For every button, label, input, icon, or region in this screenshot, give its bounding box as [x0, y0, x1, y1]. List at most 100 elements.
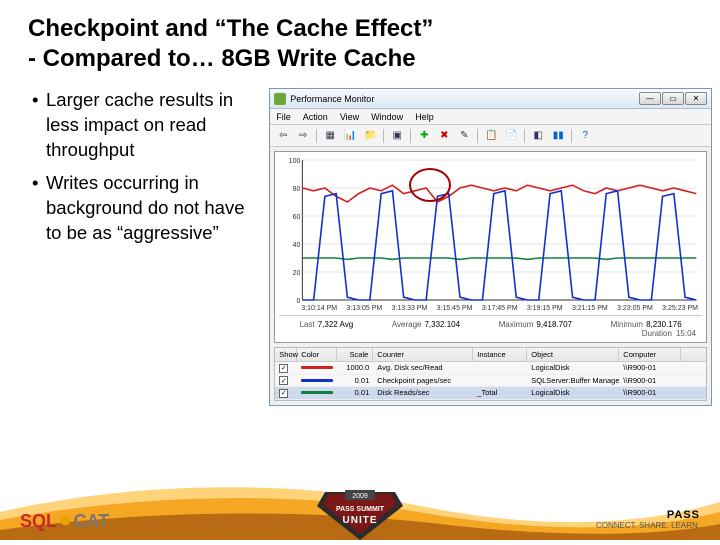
pass-summit-badge: 2009 PASS SUMMIT UNITE — [315, 486, 405, 540]
svg-text:40: 40 — [293, 242, 301, 249]
legend-object: SQLServer:Buffer Manager — [527, 375, 619, 386]
legend-scale: 0.01 — [337, 387, 373, 398]
chart-area: 0 20 40 60 80 100 3:10:14 PM 3:13:05 PM 3:13:33… — [274, 151, 707, 343]
svg-text:20: 20 — [293, 270, 301, 277]
legend-instance — [473, 367, 527, 369]
x-tick-label: 3:13:05 PM — [346, 305, 382, 312]
svg-text:100: 100 — [289, 158, 301, 165]
stat-max-l: Maximum — [499, 320, 534, 329]
legend-object: LogicalDisk — [527, 362, 619, 373]
svg-text:60: 60 — [293, 214, 301, 221]
legend-scale: 1000.0 — [337, 362, 373, 373]
legend-row[interactable]: ✓ 1000.0Avg. Disk sec/Read LogicalDisk\\R9… — [275, 362, 706, 375]
legend-instance: _Total — [473, 387, 527, 398]
back-icon[interactable]: ⇦ — [274, 128, 292, 144]
show-checkbox[interactable]: ✓ — [279, 364, 288, 373]
perfmon-window: Performance Monitor — ▭ ✕ File Action Vi… — [269, 88, 712, 406]
legend-h-counter[interactable]: Counter — [373, 348, 473, 361]
legend-h-object[interactable]: Object — [527, 348, 619, 361]
legend-table: Show Color Scale Counter Instance Object… — [274, 347, 707, 401]
menu-view[interactable]: View — [340, 112, 359, 122]
x-tick-label: 3:13:33 PM — [392, 305, 428, 312]
legend-instance — [473, 379, 527, 381]
color-swatch — [301, 391, 333, 394]
legend-h-color[interactable]: Color — [297, 348, 337, 361]
legend-counter: Avg. Disk sec/Read — [373, 362, 473, 373]
close-button[interactable]: ✕ — [685, 92, 707, 105]
color-swatch — [301, 379, 333, 382]
legend-computer: \\R900-01 — [619, 387, 681, 398]
legend-h-computer[interactable]: Computer — [619, 348, 681, 361]
menu-bar: File Action View Window Help — [270, 109, 711, 125]
svg-text:UNITE: UNITE — [343, 515, 378, 526]
toolbar: ⇦ ⇨ ▦ 📊 📁 ▣ ✚ ✖ ✎ 📋 📄 ◧ ▮▮ ? — [270, 125, 711, 147]
forward-icon[interactable]: ⇨ — [294, 128, 312, 144]
show-checkbox[interactable]: ✓ — [279, 389, 288, 398]
show-checkbox[interactable]: ✓ — [279, 376, 288, 385]
stat-dur-v: 15:04 — [676, 329, 696, 338]
window-title-text: Performance Monitor — [290, 94, 374, 104]
legend-computer: \\R900-01 — [619, 375, 681, 386]
legend-computer: \\R900-01 — [619, 362, 681, 373]
copy-icon[interactable]: 📋 — [482, 128, 500, 144]
chart2-icon[interactable]: ▣ — [388, 128, 406, 144]
stat-last-l: Last — [300, 320, 315, 329]
folder-icon[interactable]: 📁 — [361, 128, 379, 144]
x-tick-label: 3:17:45 PM — [482, 305, 518, 312]
delete-icon[interactable]: ✖ — [435, 128, 453, 144]
bullet-list: Larger cache results in less impact on r… — [32, 88, 259, 406]
stat-avg-v: 7,332.104 — [424, 320, 460, 329]
stats-row: Last7,322 Avg Average7,332.104 Maximum9,… — [279, 315, 702, 329]
svg-text:2009: 2009 — [352, 493, 368, 500]
grid-icon[interactable]: ▦ — [321, 128, 339, 144]
slide-title: Checkpoint and “The Cache Effect” - Comp… — [0, 0, 720, 80]
chart-svg: 0 20 40 60 80 100 — [279, 156, 702, 304]
annotation-circle — [409, 168, 451, 202]
svg-text:80: 80 — [293, 186, 301, 193]
title-line-1: Checkpoint and “The Cache Effect” — [28, 14, 692, 44]
app-icon — [274, 93, 286, 105]
menu-help[interactable]: Help — [415, 112, 434, 122]
chart-icon[interactable]: 📊 — [341, 128, 359, 144]
color-swatch — [301, 366, 333, 369]
maximize-button[interactable]: ▭ — [662, 92, 684, 105]
pass-logo: PASS CONNECT. SHARE. LEARN. — [596, 509, 700, 530]
sqlcat-logo: SQL ● CAT — [20, 511, 109, 532]
help-icon[interactable]: ? — [576, 128, 594, 144]
x-tick-label: 3:23:05 PM — [617, 305, 653, 312]
footer: SQL ● CAT 2009 PASS SUMMIT UNITE PASS CO… — [0, 468, 720, 540]
stat-avg-l: Average — [392, 320, 422, 329]
svg-text:0: 0 — [297, 298, 301, 304]
window-titlebar[interactable]: Performance Monitor — ▭ ✕ — [270, 89, 711, 109]
x-axis-labels: 3:10:14 PM 3:13:05 PM 3:13:33 PM 3:15:45 PM… — [279, 304, 702, 312]
menu-file[interactable]: File — [276, 112, 291, 122]
menu-window[interactable]: Window — [371, 112, 403, 122]
title-line-2: - Compared to… 8GB Write Cache — [28, 44, 692, 74]
legend-h-scale[interactable]: Scale — [337, 348, 373, 361]
bullet-item: Writes occurring in background do not ha… — [32, 171, 259, 246]
legend-scale: 0.01 — [337, 375, 373, 386]
stat-last-v: 7,322 Avg — [318, 320, 353, 329]
stat-min-v: 8,230.176 — [646, 320, 682, 329]
x-tick-label: 3:15:45 PM — [437, 305, 473, 312]
legend-counter: Disk Reads/sec — [373, 387, 473, 398]
legend-row[interactable]: ✓ 0.01Checkpoint pages/sec SQLServer:Buffe… — [275, 375, 706, 388]
paste-icon[interactable]: 📄 — [502, 128, 520, 144]
menu-action[interactable]: Action — [303, 112, 328, 122]
bullet-item: Larger cache results in less impact on r… — [32, 88, 259, 163]
legend-row[interactable]: ✓0.01Disk Reads/sec_TotalLogicalDisk\\R9… — [275, 387, 706, 400]
highlight-icon[interactable]: ✎ — [455, 128, 473, 144]
minimize-button[interactable]: — — [639, 92, 661, 105]
stat-max-v: 9,418.707 — [536, 320, 572, 329]
props-icon[interactable]: ◧ — [529, 128, 547, 144]
add-icon[interactable]: ✚ — [415, 128, 433, 144]
x-tick-label: 3:10:14 PM — [301, 305, 337, 312]
legend-counter: Checkpoint pages/sec — [373, 375, 473, 386]
legend-h-instance[interactable]: Instance — [473, 348, 527, 361]
stat-dur-l: Duration — [642, 329, 672, 338]
x-tick-label: 3:19:15 PM — [527, 305, 563, 312]
x-tick-label: 3:25:23 PM — [662, 305, 698, 312]
legend-h-show[interactable]: Show — [275, 348, 297, 361]
freeze-icon[interactable]: ▮▮ — [549, 128, 567, 144]
svg-text:PASS SUMMIT: PASS SUMMIT — [336, 506, 385, 513]
